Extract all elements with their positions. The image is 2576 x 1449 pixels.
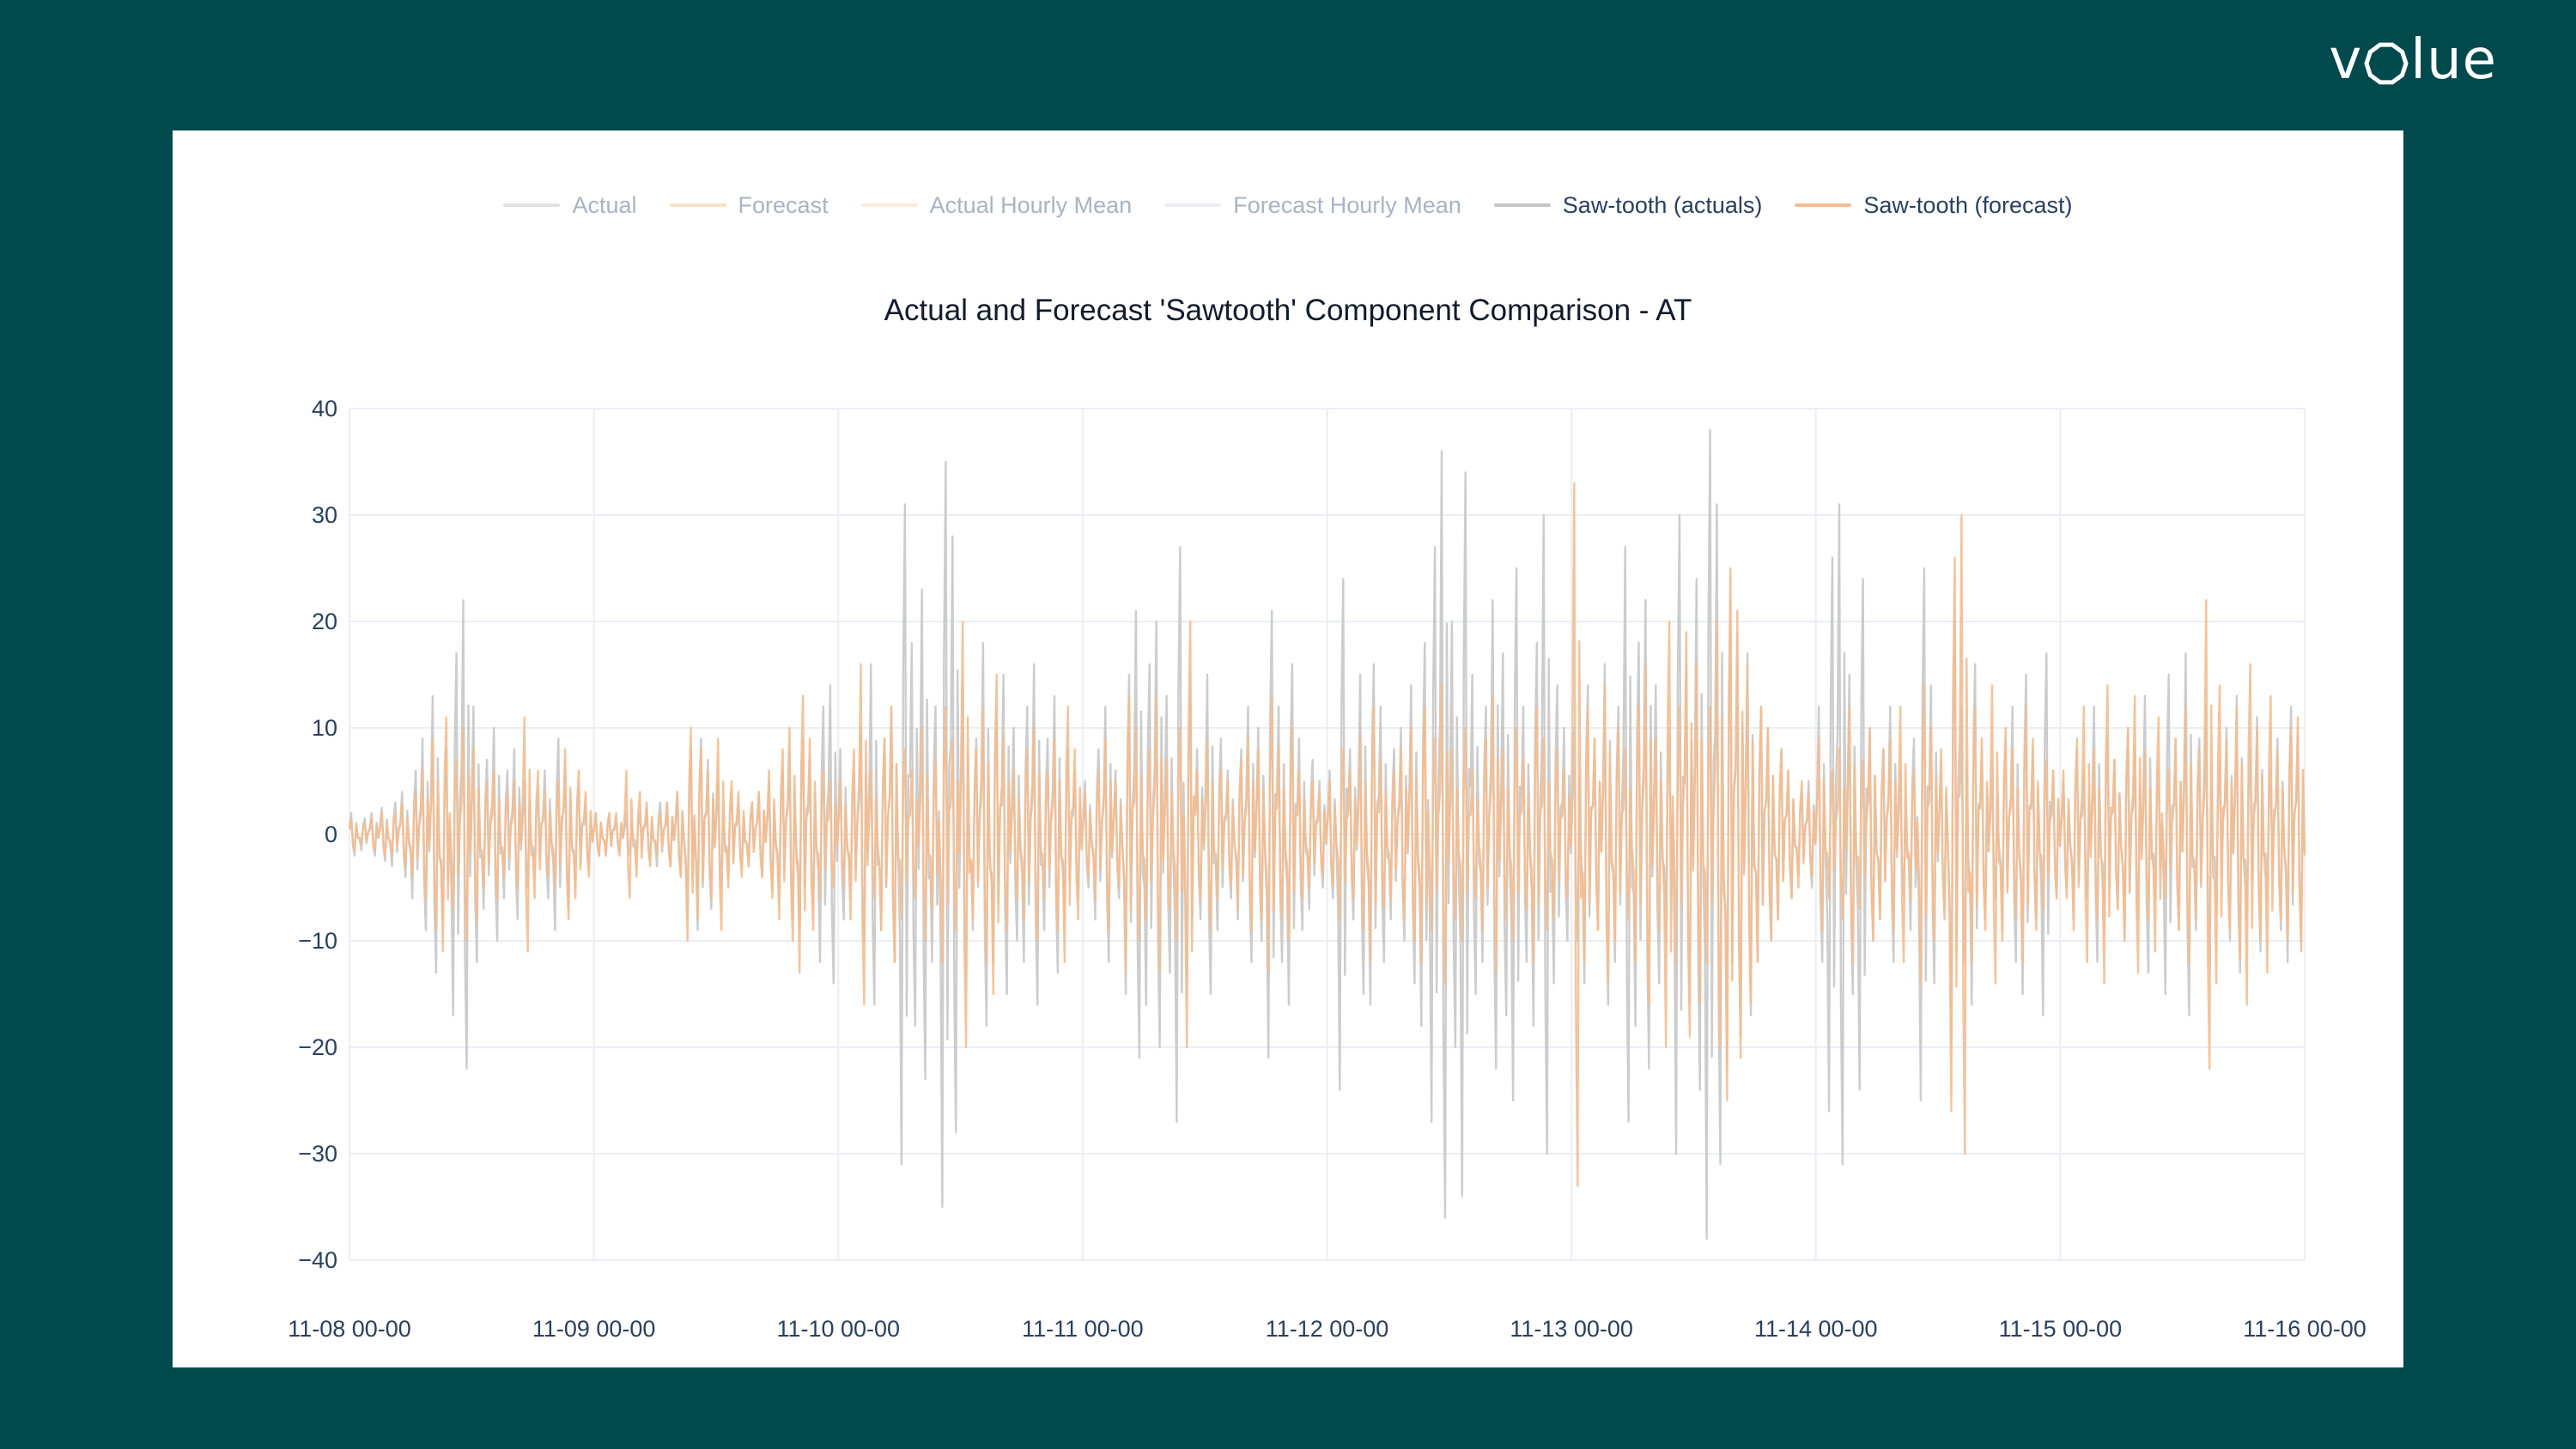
y-tick-label: 30: [311, 502, 337, 528]
series-line-saw-tooth-forecast-: [348, 482, 2306, 1187]
x-tick-label: 11-08 00-00: [288, 1316, 411, 1342]
volue-logo: v lue: [2329, 33, 2497, 88]
logo-o-polygon-icon: [2364, 42, 2409, 85]
legend-line-swatch-icon: [503, 203, 561, 207]
x-tick-label: 11-14 00-00: [1753, 1316, 1878, 1342]
x-tick-label: 11-10 00-00: [776, 1316, 901, 1342]
legend-line-swatch-icon: [669, 203, 726, 207]
legend-item-saw-tooth-actuals-[interactable]: Saw-tooth (actuals): [1493, 191, 1763, 219]
y-tick-label: −30: [298, 1141, 337, 1167]
legend-label: Saw-tooth (actuals): [1562, 191, 1763, 218]
chart-legend: Actual Forecast Actual Hourly Mean Forecast…: [173, 189, 2403, 221]
legend-line-swatch-icon: [1493, 203, 1551, 207]
y-tick-label: −10: [298, 928, 337, 954]
legend-item-actual-hourly-mean[interactable]: Actual Hourly Mean: [860, 191, 1133, 219]
y-tick-label: 40: [311, 396, 337, 421]
chart-card: Actual Forecast Actual Hourly Mean Forecast…: [173, 130, 2403, 1367]
legend-label: Saw-tooth (forecast): [1863, 191, 2073, 218]
y-tick-label: −40: [298, 1247, 337, 1273]
legend-label: Actual Hourly Mean: [929, 191, 1133, 218]
legend-label: Actual: [572, 191, 637, 218]
legend-item-saw-tooth-forecast-[interactable]: Saw-tooth (forecast): [1795, 191, 2073, 219]
y-tick-label: 20: [311, 609, 337, 634]
legend-line-swatch-icon: [1164, 203, 1222, 207]
x-tick-label: 11-16 00-00: [2243, 1316, 2366, 1342]
legend-item-actual[interactable]: Actual: [503, 191, 637, 219]
x-tick-label: 11-09 00-00: [532, 1316, 656, 1342]
x-tick-label: 11-15 00-00: [1998, 1316, 2123, 1342]
legend-item-forecast[interactable]: Forecast: [669, 191, 829, 219]
chart-title: Actual and Forecast 'Sawtooth' Component…: [884, 294, 1692, 327]
x-tick-label: 11-12 00-00: [1265, 1316, 1389, 1342]
x-tick-label: 11-11 00-00: [1022, 1316, 1144, 1342]
legend-item-forecast-hourly-mean[interactable]: Forecast Hourly Mean: [1164, 192, 1461, 219]
legend-line-swatch-icon: [1795, 203, 1852, 207]
legend-label: Forecast: [738, 191, 829, 218]
legend-line-swatch-icon: [860, 203, 918, 207]
y-tick-label: 0: [324, 822, 337, 847]
legend-label: Forecast Hourly Mean: [1233, 191, 1461, 218]
logo-text-lue: lue: [2410, 28, 2497, 92]
plot-canvas[interactable]: [173, 130, 2403, 1367]
logo-text-v: v: [2329, 28, 2363, 92]
y-tick-label: −20: [298, 1034, 337, 1060]
x-tick-label: 11-13 00-00: [1510, 1316, 1633, 1342]
y-tick-label: 10: [311, 715, 337, 741]
